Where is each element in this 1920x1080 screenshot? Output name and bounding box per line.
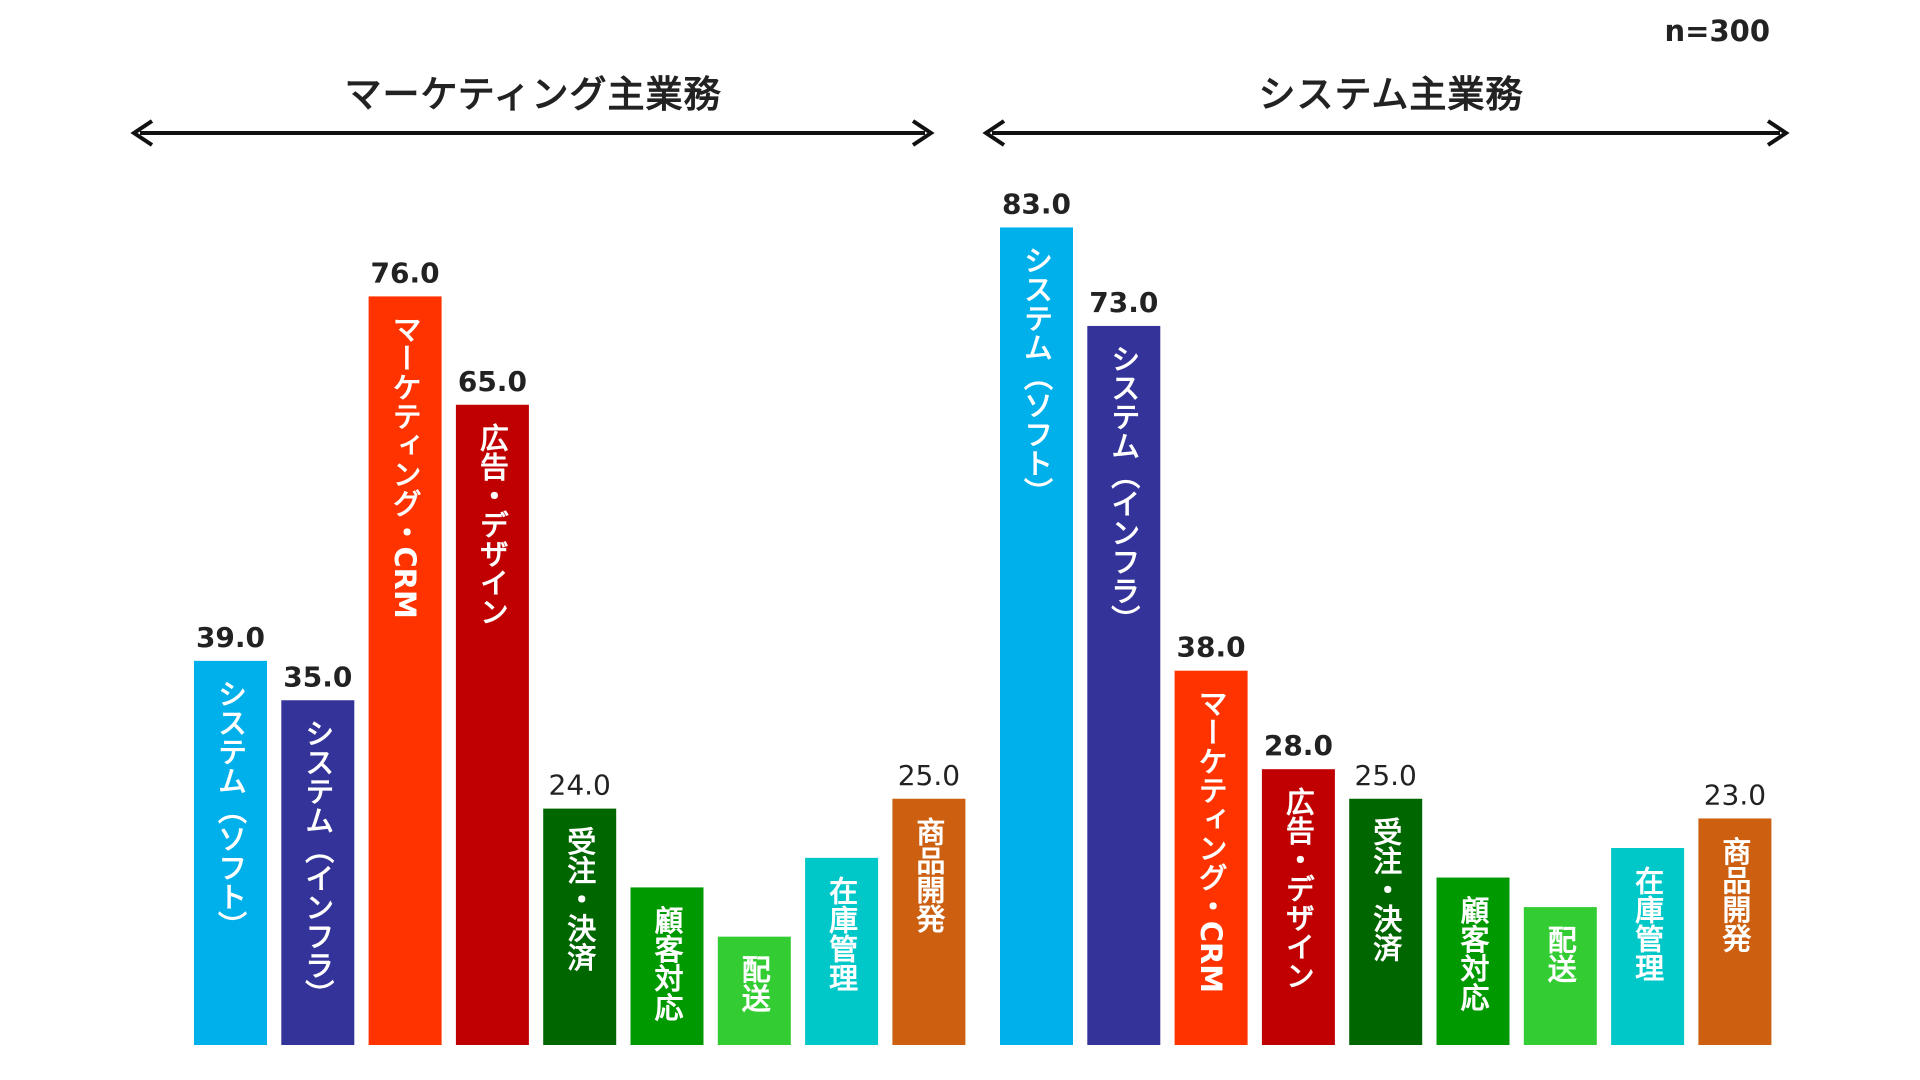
system-bar-9 (1698, 818, 1772, 1045)
system-span-arrow (982, 119, 1790, 147)
marketing-bar-5 (543, 808, 617, 1045)
marketing-bar-1 (194, 660, 267, 1045)
system-bar-5 (1349, 798, 1423, 1045)
system-value-label-9: 23.0 (1704, 778, 1766, 811)
system-bar-8 (1611, 848, 1685, 1045)
marketing-bar-6 (630, 887, 704, 1045)
marketing-bar-4 (455, 404, 529, 1045)
group-title-marketing: マーケティング主業務 (344, 73, 722, 116)
system-value-label-3: 38.0 (1177, 631, 1246, 664)
marketing-value-label-1: 39.0 (196, 621, 265, 654)
system-category-label-2: システム（インフラ） (1107, 344, 1141, 634)
marketing-category-label-9: 商品開発 (912, 816, 947, 933)
system-category-label-5: 受注・決済 (1369, 816, 1403, 961)
marketing-category-label-5: 受注・決済 (563, 826, 597, 971)
group-title-system: システム主業務 (1258, 73, 1524, 116)
marketing-value-label-4: 65.0 (458, 365, 527, 398)
system-bar-4 (1261, 769, 1335, 1045)
marketing-value-label-3: 76.0 (371, 256, 440, 289)
marketing-bar-3 (368, 296, 442, 1045)
marketing-bar-2 (281, 700, 355, 1045)
marketing-category-label-6: 顧客対応 (650, 905, 684, 1022)
system-bar-1 (1000, 227, 1073, 1045)
system-bar-7 (1523, 907, 1597, 1045)
system-category-label-8: 在庫管理 (1631, 866, 1665, 982)
system-category-label-4: 広告・デザイン (1281, 787, 1315, 990)
system-bar-3 (1174, 670, 1248, 1045)
system-bar-6 (1436, 877, 1510, 1045)
system-category-label-6: 顧客対応 (1456, 895, 1490, 1012)
system-value-label-5: 25.0 (1355, 759, 1417, 792)
system-value-label-2: 73.0 (1089, 286, 1158, 319)
marketing-category-label-8: 在庫管理 (825, 875, 859, 991)
marketing-category-label-4: 広告・デザイン (475, 422, 509, 625)
marketing-bar-9 (892, 798, 966, 1045)
marketing-bar-8 (805, 857, 879, 1045)
marketing-category-label-3: マーケティング・CRM (388, 314, 422, 618)
sample-size-label: n=300 (1664, 14, 1770, 48)
marketing-span-arrow (130, 119, 935, 147)
system-category-label-1: システム（ソフト） (1020, 245, 1054, 506)
marketing-bar-group: 39.0 システム（ソフト） 35.0 システム（インフラ） 76.0 マーケティング・C… (194, 256, 966, 1045)
system-bar-2 (1087, 325, 1161, 1045)
marketing-value-label-9: 25.0 (898, 759, 960, 792)
marketing-value-label-2: 35.0 (283, 660, 352, 693)
system-value-label-4: 28.0 (1264, 729, 1333, 762)
system-category-label-9: 商品開発 (1718, 836, 1753, 953)
system-category-label-7: 配送 (1543, 925, 1577, 984)
system-value-label-1: 83.0 (1002, 187, 1071, 220)
system-category-label-3: マーケティング・CRM (1194, 689, 1228, 993)
system-bar-group: 83.0 システム（ソフト） 73.0 システム（インフラ） 38.0 マーケティング・C… (1000, 187, 1772, 1045)
marketing-bar-7 (717, 936, 791, 1045)
marketing-category-label-7: 配送 (737, 955, 771, 1014)
marketing-category-label-1: システム（ソフト） (214, 679, 248, 940)
marketing-value-label-5: 24.0 (549, 769, 611, 802)
marketing-category-label-2: システム（インフラ） (301, 718, 335, 1008)
